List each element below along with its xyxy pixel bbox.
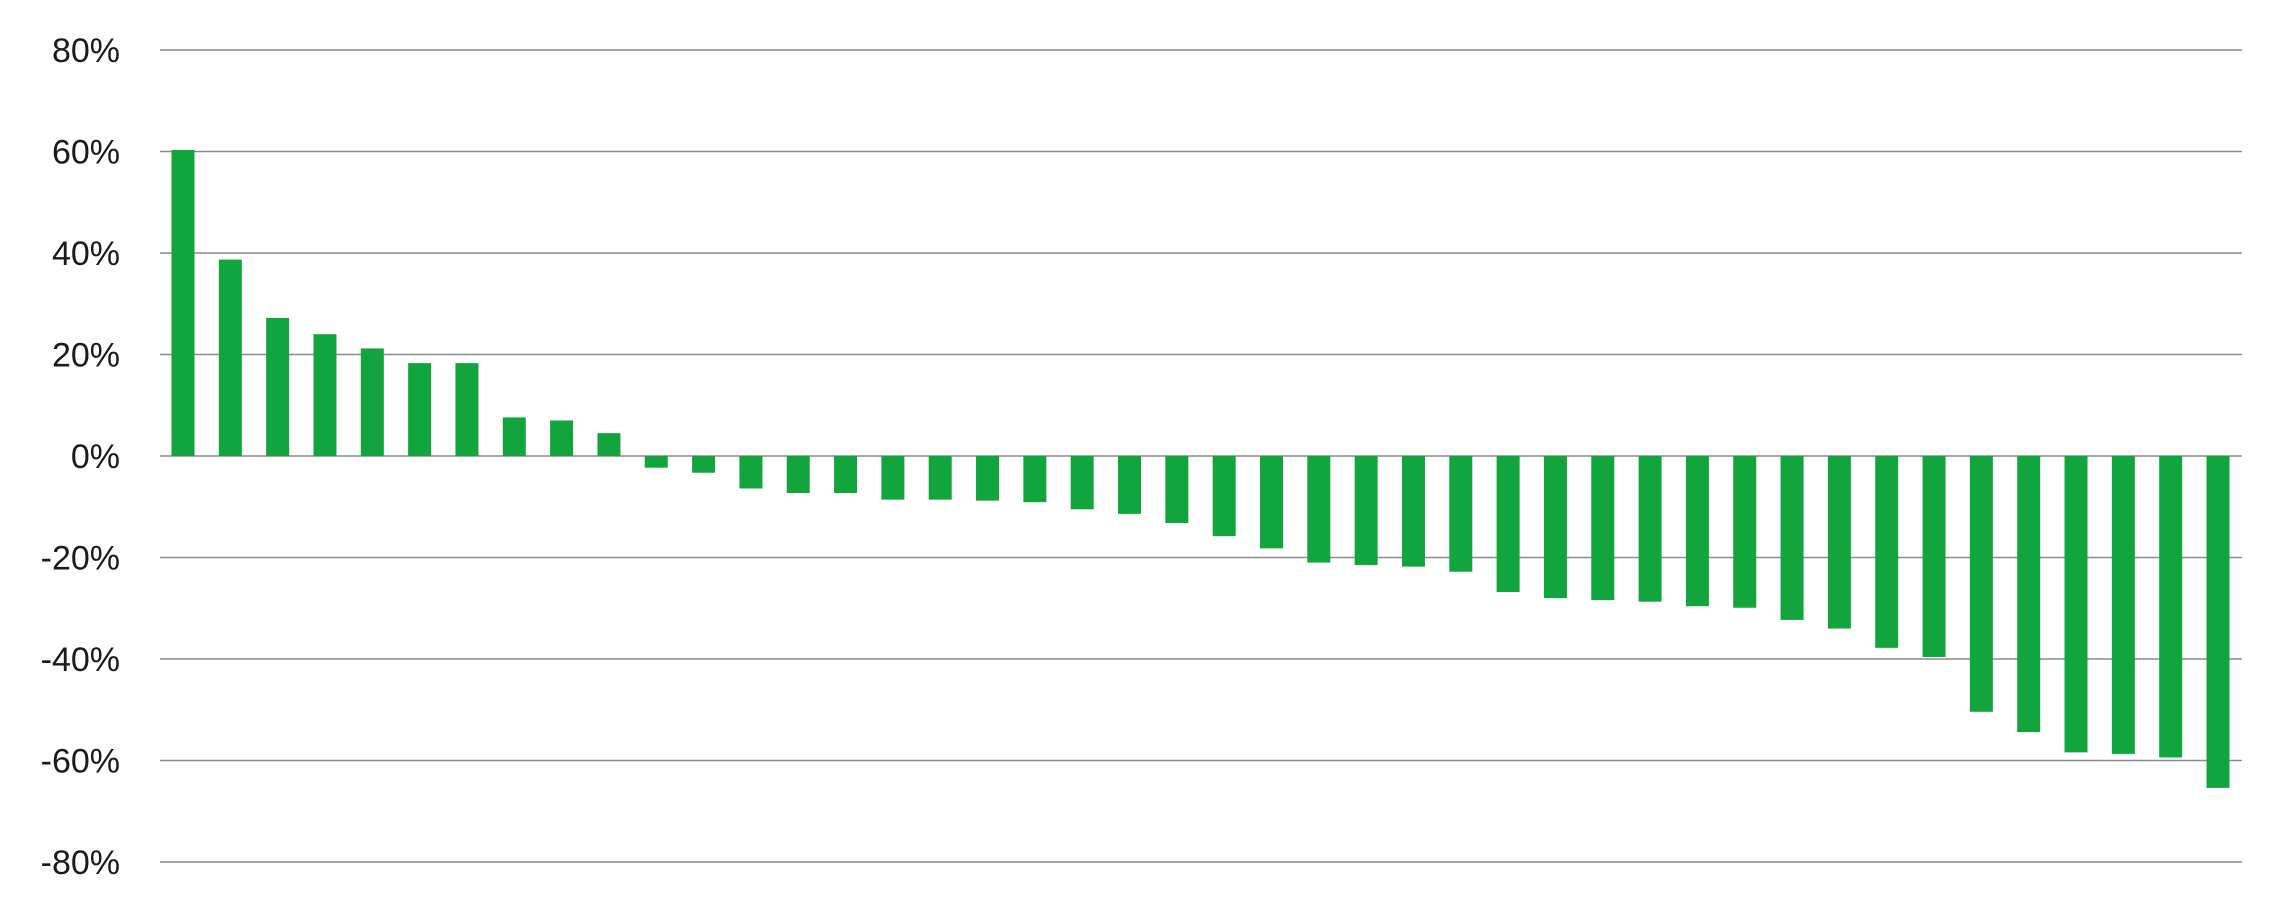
bar-12 (739, 456, 763, 489)
y-tick-label-3: 20% (52, 337, 120, 375)
y-tick-label-1: 60% (52, 134, 120, 172)
bar-16 (928, 456, 952, 500)
bar-10 (644, 456, 668, 468)
y-tick-label-8: -80% (41, 844, 120, 882)
bar-38 (1969, 456, 1993, 712)
bar-27 (1449, 456, 1473, 572)
bar-1 (218, 259, 242, 456)
bar-0 (171, 149, 195, 457)
bar-9 (597, 433, 621, 456)
bar-17 (976, 456, 1000, 501)
bar-30 (1591, 456, 1615, 601)
bar-20 (1118, 456, 1142, 514)
bar-6 (455, 363, 479, 456)
bar-22 (1212, 456, 1236, 537)
bar-33 (1733, 456, 1757, 608)
bar-40 (2064, 456, 2088, 753)
bar-28 (1496, 456, 1520, 593)
bar-13 (786, 456, 810, 494)
bars (171, 149, 2230, 788)
bar-18 (1023, 456, 1047, 503)
bar-11 (692, 456, 716, 473)
bar-24 (1307, 456, 1331, 563)
bar-2 (266, 317, 290, 456)
bar-15 (881, 456, 905, 500)
y-tick-label-6: -40% (41, 641, 120, 679)
bar-42 (2159, 456, 2183, 758)
bar-25 (1354, 456, 1378, 566)
bar-34 (1780, 456, 1804, 620)
bar-4 (360, 348, 384, 456)
y-tick-label-4: 0% (71, 438, 120, 476)
bar-23 (1259, 456, 1283, 549)
bar-19 (1070, 456, 1094, 510)
bar-36 (1875, 456, 1899, 648)
bar-43 (2206, 456, 2230, 788)
bar-35 (1827, 456, 1851, 629)
bar-5 (408, 363, 432, 456)
y-tick-label-5: -20% (41, 540, 120, 578)
bar-26 (1401, 456, 1425, 567)
bar-29 (1543, 456, 1567, 599)
bar-39 (2017, 456, 2041, 733)
bar-32 (1685, 456, 1709, 607)
bar-37 (1922, 456, 1946, 657)
bar-7 (502, 417, 526, 456)
bar-8 (550, 420, 574, 456)
bar-41 (2111, 456, 2135, 754)
y-tick-label-0: 80% (52, 32, 120, 70)
bar-14 (834, 456, 858, 494)
y-tick-label-2: 40% (52, 235, 120, 273)
y-axis-tick-labels: 80% 60% 40% 20% 0% -20% -40% -60% -80% (41, 32, 120, 882)
y-tick-label-7: -60% (41, 743, 120, 781)
bar-21 (1165, 456, 1189, 523)
bar-31 (1638, 456, 1662, 602)
bar-3 (313, 334, 337, 456)
